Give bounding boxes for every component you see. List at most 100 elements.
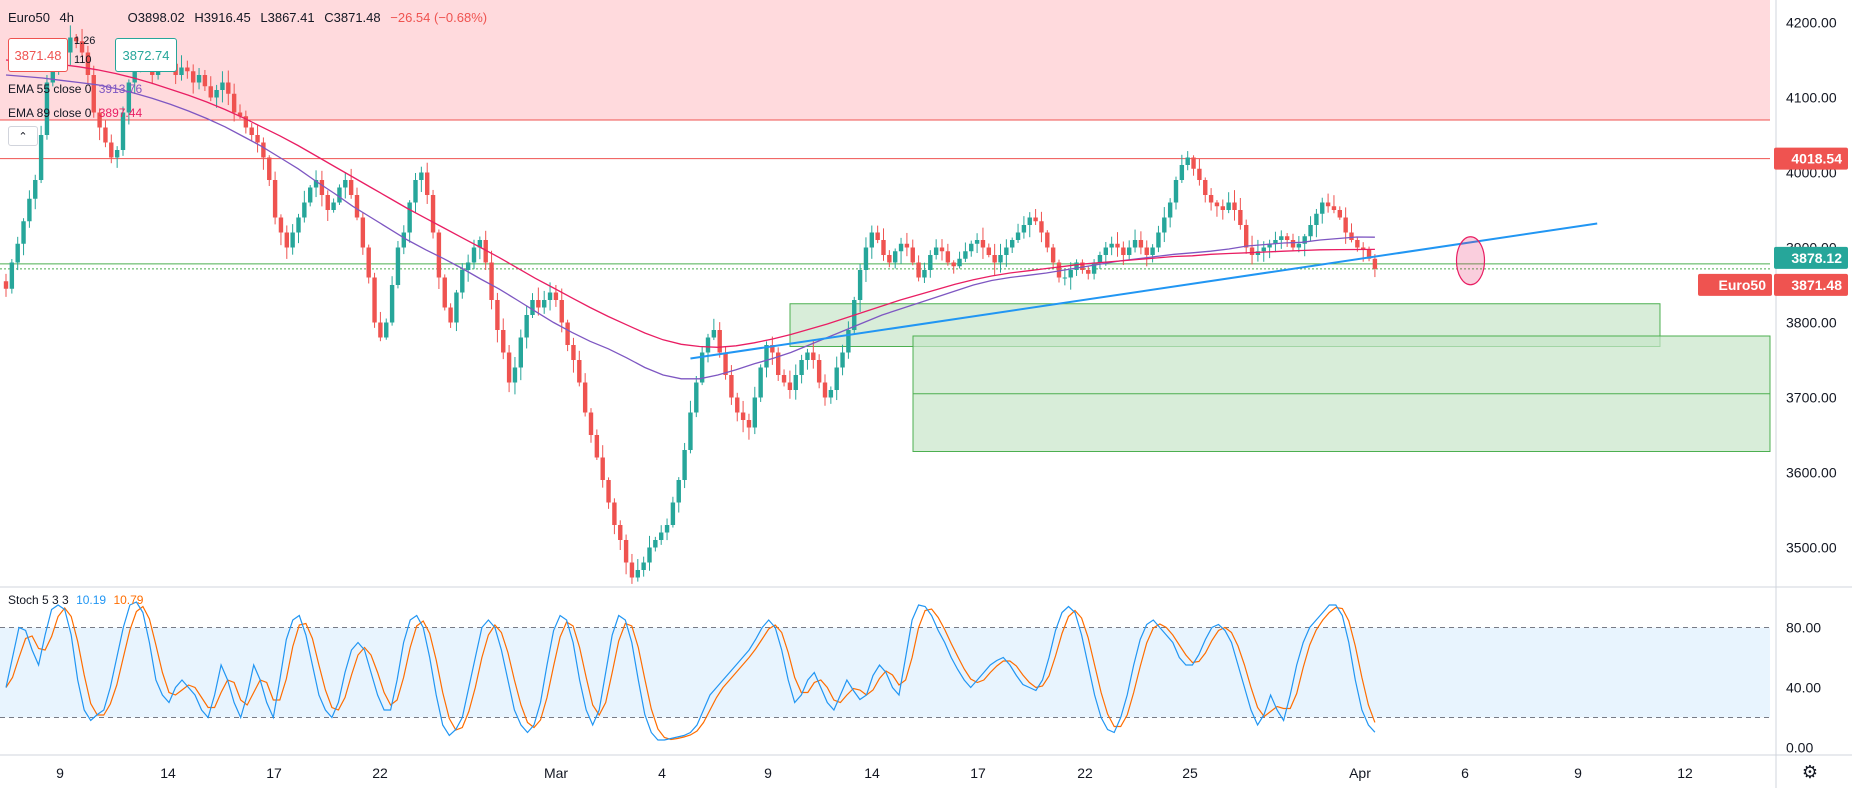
candle-body: [834, 367, 839, 390]
candle-body: [577, 360, 582, 383]
time-tick-label: Apr: [1349, 765, 1371, 781]
symbol-header: Euro50 4h O3898.02 H3916.45 L3867.41 C38…: [8, 10, 487, 25]
candle-body: [50, 67, 55, 83]
stoch-legend[interactable]: Stoch 5 3 3 10.19 10.79: [8, 593, 143, 607]
candle-body: [776, 352, 781, 375]
spread-value: 1.26: [74, 35, 96, 47]
candle-body: [735, 397, 740, 413]
candle-body: [296, 217, 301, 233]
gear-icon[interactable]: ⚙: [1801, 762, 1819, 782]
candle-body: [1162, 217, 1167, 233]
candle-body: [1238, 210, 1243, 225]
candle-body: [208, 86, 213, 98]
price-tick-label: 4200.00: [1786, 15, 1837, 31]
candle-body: [746, 420, 752, 428]
time-tick-label: 9: [56, 765, 64, 781]
candle-body: [1033, 217, 1038, 222]
candle-body: [752, 397, 757, 428]
stoch-k-line: [5, 601, 1376, 741]
candle-body: [220, 82, 225, 90]
candle-body: [863, 247, 869, 270]
candle-body: [933, 247, 939, 255]
candle-body: [79, 41, 85, 53]
candle-body: [15, 243, 20, 263]
candle-body: [1173, 180, 1179, 203]
ema55-legend[interactable]: EMA 55 close 0 3913.76: [8, 82, 142, 96]
price-tick-label: 3600.00: [1786, 465, 1837, 481]
candle-body: [922, 270, 927, 278]
candle-body: [582, 382, 588, 413]
collapse-legend-button[interactable]: ⌃: [8, 126, 38, 146]
candle-body: [501, 330, 506, 353]
candle-body: [261, 142, 266, 158]
candle-body: [600, 457, 605, 480]
candle-body: [27, 198, 32, 222]
candle-body: [1179, 165, 1185, 180]
candle-body: [699, 352, 705, 383]
candle-body: [559, 300, 564, 323]
candle-body: [898, 243, 904, 252]
candle-body: [191, 71, 196, 83]
stoch-d-value: 10.79: [113, 593, 144, 607]
candle-body: [647, 547, 652, 563]
candle-body: [542, 300, 547, 308]
candle-body: [676, 480, 681, 503]
candle-body: [354, 195, 360, 218]
candle-body: [536, 300, 541, 308]
ema89-legend[interactable]: EMA 89 close 0 3897.44: [8, 106, 142, 120]
candle-body: [1045, 232, 1050, 248]
candle-body: [711, 330, 717, 338]
resistance-price-tag-bg: [1774, 147, 1848, 170]
candle-body: [1132, 240, 1138, 248]
candle-body: [1314, 213, 1319, 225]
candle-body: [916, 262, 921, 278]
symbol-name[interactable]: Euro50: [8, 10, 50, 25]
quantity-value[interactable]: 110: [74, 54, 92, 66]
candle-body: [384, 322, 389, 338]
symbol-price-tag-bg: [1698, 273, 1772, 296]
candle-body: [267, 157, 272, 180]
candle-body: [664, 525, 670, 533]
candle-body: [1366, 249, 1372, 259]
candle-body: [740, 412, 746, 420]
candle-body: [366, 247, 371, 278]
candle-body: [348, 180, 354, 195]
candle-body: [1203, 180, 1208, 195]
candle-body: [1290, 240, 1296, 248]
candle-body: [337, 187, 342, 203]
candle-body: [1138, 240, 1144, 248]
candle-body: [33, 180, 38, 199]
candle-body: [196, 75, 202, 83]
candle-body: [185, 67, 190, 72]
candle-body: [1103, 247, 1108, 255]
sell-button[interactable]: 3871.48: [8, 38, 68, 72]
resistance-price-tag: 4018.54: [1791, 151, 1842, 167]
candle-body: [272, 180, 278, 218]
candle-body: [770, 345, 775, 353]
candle-body: [477, 240, 483, 248]
candle-body: [840, 352, 845, 368]
green-level-price-tag-bg: [1774, 246, 1848, 269]
candle-body: [425, 172, 430, 195]
buy-button[interactable]: 3872.74: [115, 38, 177, 72]
candle-body: [688, 412, 693, 450]
candle-body: [1115, 243, 1120, 248]
candle-body: [547, 292, 553, 300]
candle-body: [1091, 262, 1097, 274]
ema89-label: EMA 89 close 0: [8, 106, 92, 120]
candle-body: [401, 232, 406, 248]
candle-body: [290, 232, 295, 248]
price-tick-label: 4100.00: [1786, 90, 1837, 106]
candle-body: [1197, 168, 1202, 180]
candle-body: [1156, 232, 1161, 248]
candle-body: [1255, 251, 1261, 255]
stoch-label: Stoch 5 3 3: [8, 593, 69, 607]
interval-label[interactable]: 4h: [59, 10, 75, 25]
candle-body: [998, 255, 1003, 263]
candle-body: [1185, 157, 1190, 165]
candle-body: [980, 240, 986, 248]
candle-body: [103, 127, 108, 143]
candle-body: [1249, 247, 1255, 255]
candle-body: [811, 352, 816, 360]
